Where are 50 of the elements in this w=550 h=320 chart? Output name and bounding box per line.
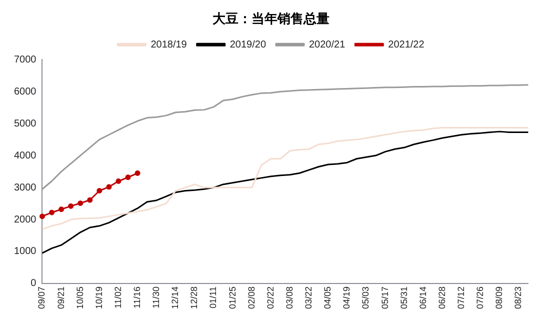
- point: [68, 203, 74, 209]
- x-tick-label: 08/09: [494, 286, 504, 310]
- y-tick-label: 7000: [14, 54, 37, 66]
- point: [78, 200, 84, 206]
- legend-label: 2019/20: [230, 39, 266, 50]
- x-tick-label: 01/11: [208, 286, 218, 308]
- point: [49, 210, 55, 216]
- y-tick-label: 3000: [14, 182, 37, 194]
- point: [58, 206, 64, 212]
- x-tick-label: 11/02: [112, 286, 123, 308]
- y-tick-label: 5000: [14, 118, 37, 130]
- x-tick-label: 11/16: [132, 286, 142, 308]
- x-tick-label: 09/21: [56, 286, 66, 310]
- x-tick-label: 01/25: [227, 286, 238, 310]
- x-tick-label: 02/08: [246, 286, 256, 310]
- x-tick-label: 07/12: [456, 286, 466, 310]
- x-tick-label: 10/19: [94, 286, 104, 310]
- x-tick-label: 08/23: [513, 286, 524, 310]
- x-tick-label: 03/08: [284, 286, 294, 310]
- x-tick-label: 10/05: [74, 286, 85, 310]
- legend-label: 2021/22: [388, 39, 425, 50]
- y-tick-label: 6000: [14, 86, 37, 98]
- point: [96, 188, 102, 194]
- point: [134, 170, 140, 176]
- chart-title: 大豆：当年销售总量: [212, 11, 330, 28]
- x-tick-label: 03/22: [304, 286, 314, 310]
- x-tick-label: 07/26: [475, 286, 486, 310]
- x-tick-label: 09/07: [36, 286, 47, 310]
- y-tick-label: 4000: [14, 150, 37, 162]
- legend-label: 2018/19: [150, 39, 188, 50]
- x-tick-label: 12/14: [170, 286, 180, 310]
- y-tick-label: 0: [30, 278, 37, 290]
- point: [116, 178, 122, 184]
- x-tick-label: 12/28: [189, 286, 200, 310]
- y-tick-label: 2000: [14, 214, 37, 226]
- x-tick-label: 06/28: [436, 286, 447, 310]
- point: [87, 197, 93, 203]
- x-tick-label: 06/14: [418, 286, 428, 310]
- point: [39, 214, 45, 220]
- x-tick-label: 05/31: [398, 286, 409, 310]
- x-tick-label: 11/30: [151, 286, 162, 308]
- legend-label: 2020/21: [309, 39, 346, 50]
- x-tick-label: 04/19: [342, 286, 352, 310]
- point: [125, 174, 131, 180]
- y-tick-label: 1000: [14, 246, 37, 258]
- x-tick-label: 04/05: [322, 286, 333, 310]
- point: [106, 184, 112, 190]
- x-tick-label: 05/17: [380, 286, 390, 310]
- x-tick-label: 05/03: [360, 286, 371, 310]
- x-tick-label: 02/22: [265, 286, 276, 310]
